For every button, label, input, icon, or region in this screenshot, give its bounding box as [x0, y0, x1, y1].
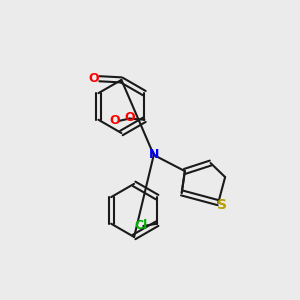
Text: S: S: [218, 198, 227, 212]
Text: N: N: [148, 148, 159, 161]
Text: Cl: Cl: [134, 220, 148, 232]
Text: O: O: [124, 111, 135, 124]
Text: O: O: [110, 114, 120, 128]
Text: O: O: [88, 72, 99, 85]
